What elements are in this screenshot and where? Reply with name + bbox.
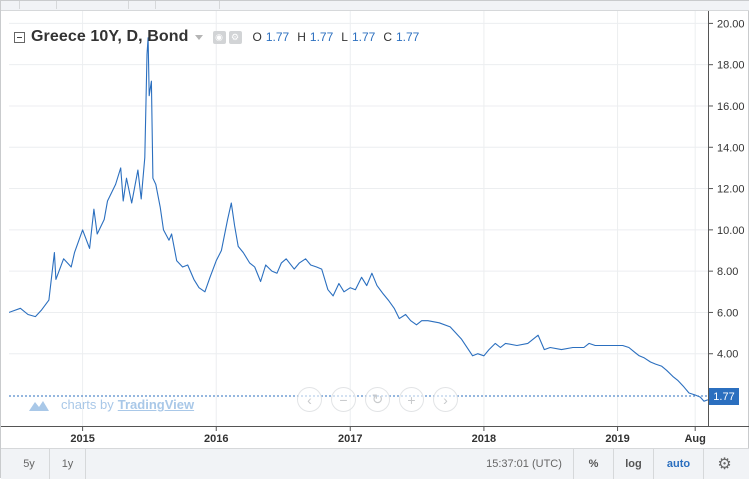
close-value: 1.77: [395, 30, 420, 44]
toolbar-button[interactable]: [56, 1, 129, 9]
y-tick-label: 20.00: [717, 18, 745, 30]
percent-scale-button[interactable]: %: [573, 449, 613, 479]
high-key: H: [297, 30, 306, 44]
x-tick-label: 2018: [472, 433, 496, 445]
plot-area[interactable]: [8, 11, 709, 426]
reset-icon[interactable]: ↻: [365, 387, 390, 412]
top-toolbar: [1, 1, 749, 11]
chevron-down-icon[interactable]: [194, 34, 203, 40]
toolbar-button[interactable]: [19, 1, 57, 9]
clock-readout: 15:37:01 (UTC): [486, 458, 562, 470]
log-scale-button[interactable]: log: [613, 449, 653, 479]
collapse-icon[interactable]: [14, 31, 25, 43]
x-tick-label: 2019: [605, 433, 629, 445]
cloud-icon: [29, 400, 49, 411]
grid: [9, 11, 708, 426]
x-tick-label: 2017: [338, 433, 362, 445]
toolbar-button[interactable]: [128, 1, 156, 9]
range-1y-button[interactable]: 1y: [49, 449, 85, 479]
auto-scale-button[interactable]: auto: [653, 449, 703, 479]
y-tick-label: 10.00: [717, 225, 745, 237]
y-tick-label: 16.00: [717, 101, 745, 113]
y-tick-label: 14.00: [717, 142, 745, 154]
price-axis[interactable]: 20.00 18.00 16.00 14.00 12.00 10.00 8.00 6.00 4.…: [708, 11, 749, 426]
high-value: 1.77: [309, 30, 334, 44]
close-key: C: [383, 30, 392, 44]
series-legend: Greece 10Y, D, Bond ◉ ⚙ O 1.77 H 1.77 L 1.7…: [14, 28, 419, 46]
tradingview-watermark[interactable]: charts by TradingView: [27, 397, 194, 412]
range-5y-button[interactable]: 5y: [23, 458, 35, 470]
chart-navigation: ‹ − ↻ + ›: [297, 387, 458, 412]
symbol-title[interactable]: Greece 10Y, D, Bond: [31, 28, 189, 45]
low-key: L: [341, 30, 348, 44]
eye-icon[interactable]: ◉: [212, 30, 226, 44]
price-chart[interactable]: [8, 11, 709, 426]
last-price-label: 1.77: [709, 388, 739, 405]
y-tick-label: 12.00: [717, 184, 745, 196]
bottom-toolbar: 5y 1y 15:37:01 (UTC) % log auto ⚙: [1, 448, 749, 479]
series-line: [8, 37, 709, 402]
toolbar-button[interactable]: [1, 1, 20, 9]
y-tick-label: 8.00: [717, 266, 738, 278]
time-axis[interactable]: 2015 2016 2017 2018 2019 Aug: [1, 426, 749, 449]
price-axis-labels: 20.00 18.00 16.00 14.00 12.00 10.00 8.00 6.00 4.…: [709, 18, 745, 361]
gear-icon[interactable]: ⚙: [228, 30, 242, 44]
time-axis-labels: 2015 2016 2017 2018 2019 Aug: [70, 427, 706, 445]
x-tick-label: 2016: [204, 433, 228, 445]
low-value: 1.77: [351, 30, 376, 44]
divider: [85, 449, 86, 479]
y-tick-label: 6.00: [717, 307, 738, 319]
watermark-prefix: charts by: [61, 397, 114, 412]
gear-icon[interactable]: ⚙: [703, 449, 745, 479]
plus-icon[interactable]: +: [399, 387, 424, 412]
watermark-brand[interactable]: TradingView: [117, 397, 195, 412]
open-key: O: [252, 30, 262, 44]
x-tick-label: Aug: [684, 433, 705, 445]
chevron-left-icon[interactable]: ‹: [297, 387, 322, 412]
y-tick-label: 4.00: [717, 349, 738, 361]
minus-icon[interactable]: −: [331, 387, 356, 412]
x-tick-label: 2015: [70, 433, 94, 445]
open-value: 1.77: [265, 30, 290, 44]
chevron-right-icon[interactable]: ›: [433, 387, 458, 412]
toolbar-button[interactable]: [155, 1, 220, 9]
y-tick-label: 18.00: [717, 60, 745, 72]
